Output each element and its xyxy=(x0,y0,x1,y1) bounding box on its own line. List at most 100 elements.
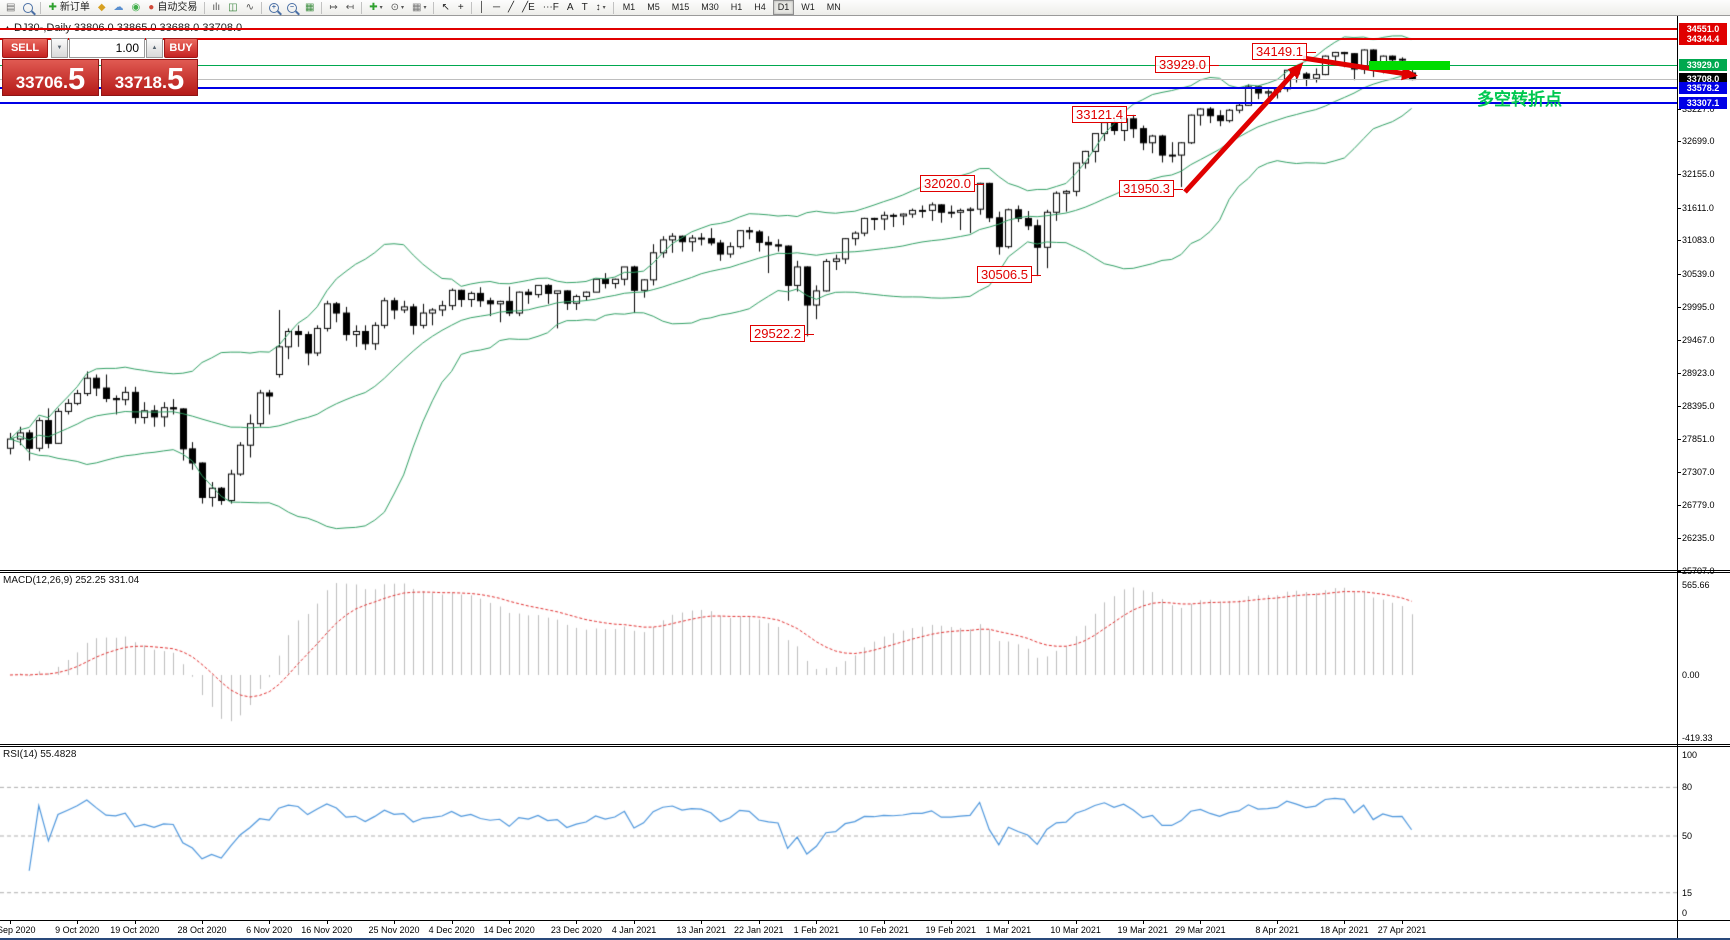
price-level-label: 33578.2 xyxy=(1679,82,1727,94)
sell-price-display[interactable]: 33706. 5 xyxy=(2,59,99,96)
toolbar-separator xyxy=(204,1,206,14)
time-axis[interactable]: 30 Sep 2020 9 Oct 2020 19 Oct 2020 28 Oct 2… xyxy=(0,921,1677,938)
candlestick-chart-icon: ◫ xyxy=(228,1,238,13)
volume-increase-button[interactable]: ▲ xyxy=(146,38,163,58)
vertical-line-icon[interactable]: │ xyxy=(476,1,488,15)
indicators-button[interactable]: ✚ ▾ xyxy=(366,1,385,15)
trendline-icon[interactable]: ╱ xyxy=(505,1,517,15)
timeframe-d1-button[interactable]: D1 xyxy=(772,0,795,15)
community-icon: ☁ xyxy=(113,1,124,13)
time-axis-tick-mark xyxy=(1402,921,1403,924)
community-icon[interactable]: ☁ xyxy=(111,1,127,15)
equidistant-channel-icon[interactable]: ╱E xyxy=(519,1,538,15)
buy-price-display[interactable]: 33718. 5 xyxy=(101,59,198,96)
signals-icon[interactable]: ◉ xyxy=(129,1,144,15)
timeframe-h4-button[interactable]: H4 xyxy=(754,2,766,12)
macd-panel-canvas[interactable] xyxy=(0,573,1677,743)
periods-button[interactable]: ⊙ ▾ xyxy=(388,1,407,15)
y-axis-tick: 32155.0 xyxy=(1677,169,1715,179)
fibonacci-icon[interactable]: ⋯F xyxy=(540,1,562,15)
text-label-icon[interactable]: T xyxy=(579,1,591,15)
zoom-out-icon[interactable]: − xyxy=(284,1,300,15)
time-axis-label: 8 Apr 2021 xyxy=(1255,925,1299,935)
arrows-icon[interactable]: ↕ ▾ xyxy=(593,1,609,15)
time-axis-tick-mark xyxy=(1075,921,1077,924)
y-axis-tick: 25707.0 xyxy=(1677,566,1715,576)
time-axis-label: 16 Nov 2020 xyxy=(301,925,353,935)
time-axis-label: 1 Mar 2021 xyxy=(985,925,1032,935)
autotrading-button[interactable]: ● 自动交易 xyxy=(145,1,200,15)
rsi-axis-tick: 15 xyxy=(1682,888,1693,898)
auto-scroll-icon[interactable]: ↦ xyxy=(326,1,340,15)
metaeditor-icon[interactable]: ◆ xyxy=(95,1,109,15)
crosshair-icon: + xyxy=(457,1,464,13)
chart-shift-icon[interactable]: ↤ xyxy=(343,1,357,15)
timeframe-m15-button[interactable]: M15 xyxy=(671,2,690,12)
volume-input[interactable] xyxy=(69,38,145,58)
time-axis-label: 28 Oct 2020 xyxy=(177,925,227,935)
equidistant-channel-icon: ╱E xyxy=(522,1,535,13)
panel-separator[interactable] xyxy=(0,744,1730,745)
horizontal-level-line[interactable] xyxy=(0,102,1677,104)
rsi-indicator-label: RSI(14) 55.4828 xyxy=(3,749,77,760)
time-axis-label: 6 Nov 2020 xyxy=(246,925,293,935)
templates-button[interactable]: ▦ ▾ xyxy=(409,1,429,15)
chart-shift-icon: ↤ xyxy=(345,1,355,13)
new-chart-icon[interactable]: ▤ xyxy=(3,1,18,15)
horizontal-level-line[interactable] xyxy=(0,79,1677,80)
rsi-axis-tick: 80 xyxy=(1682,782,1693,792)
time-axis-tick-mark xyxy=(576,921,578,924)
bar-chart-icon[interactable]: ılı xyxy=(209,1,223,15)
candlestick-chart-icon[interactable]: ◫ xyxy=(225,1,240,15)
horizontal-level-line[interactable] xyxy=(0,28,1677,30)
timeframe-mn-button[interactable]: MN xyxy=(826,2,841,12)
tile-windows-icon[interactable]: ▦ xyxy=(302,1,317,15)
buy-price-dot: . xyxy=(162,72,168,92)
macd-axis-tick: 0.00 xyxy=(1682,670,1700,680)
y-axis-tick: 29995.0 xyxy=(1677,302,1715,312)
toolbar-separator xyxy=(470,1,472,14)
cursor-icon[interactable]: ↖ xyxy=(438,1,452,15)
horizontal-level-line[interactable] xyxy=(0,65,1677,66)
horizontal-level-line[interactable] xyxy=(0,87,1677,89)
panel-separator[interactable] xyxy=(0,570,1730,571)
crosshair-icon[interactable]: + xyxy=(455,1,467,15)
volume-decrease-button[interactable]: ▼ xyxy=(51,38,68,58)
horizontal-level-line[interactable] xyxy=(0,38,1677,40)
text-icon: A xyxy=(566,1,574,13)
zoom-out-icon: − xyxy=(286,2,297,13)
timeframe-w1-button[interactable]: W1 xyxy=(801,2,815,12)
macd-indicator-label: MACD(12,26,9) 252.25 331.04 xyxy=(3,575,140,586)
zoom-in-icon[interactable]: + xyxy=(266,1,282,15)
buy-button[interactable]: BUY xyxy=(164,38,198,58)
new-order-icon: ✚ xyxy=(48,1,57,13)
rsi-panel-canvas[interactable] xyxy=(0,747,1677,919)
new-order-button[interactable]: ✚ 新订单 xyxy=(45,1,92,15)
timeframe-m1-button[interactable]: M1 xyxy=(622,2,636,12)
chevron-down-icon: ▾ xyxy=(602,4,606,11)
timeframe-m30-button[interactable]: M30 xyxy=(701,2,719,12)
price-callout-label: 33121.4 xyxy=(1072,106,1136,123)
price-callout-label: 32020.0 xyxy=(920,175,984,192)
y-axis-tick: 30539.0 xyxy=(1677,269,1715,279)
window-zoom-icon[interactable] xyxy=(20,1,36,15)
time-axis-tick-mark xyxy=(77,921,79,924)
main-chart-canvas[interactable] xyxy=(0,16,1677,570)
time-axis-label: 27 Apr 2021 xyxy=(1377,925,1427,935)
horizontal-line-icon[interactable]: ─ xyxy=(490,1,503,15)
time-axis-tick-mark xyxy=(816,921,818,924)
signals-icon: ◉ xyxy=(131,1,141,13)
sell-button[interactable]: SELL xyxy=(2,38,48,58)
new-chart-icon: ▤ xyxy=(6,1,16,13)
y-axis-tick: 31083.0 xyxy=(1677,235,1715,245)
sell-price-int: 33706 xyxy=(15,73,63,92)
price-callout-label: 31950.3 xyxy=(1119,180,1183,197)
y-axis-tick: 29467.0 xyxy=(1677,335,1715,345)
text-icon[interactable]: A xyxy=(564,1,577,15)
timeframe-h1-button[interactable]: H1 xyxy=(730,2,743,12)
timeframe-m5-button[interactable]: M5 xyxy=(647,2,660,12)
templates-icon: ▦ xyxy=(412,1,422,13)
y-axis-tick: 26779.0 xyxy=(1677,500,1715,510)
line-chart-icon[interactable]: ∿ xyxy=(243,1,257,15)
